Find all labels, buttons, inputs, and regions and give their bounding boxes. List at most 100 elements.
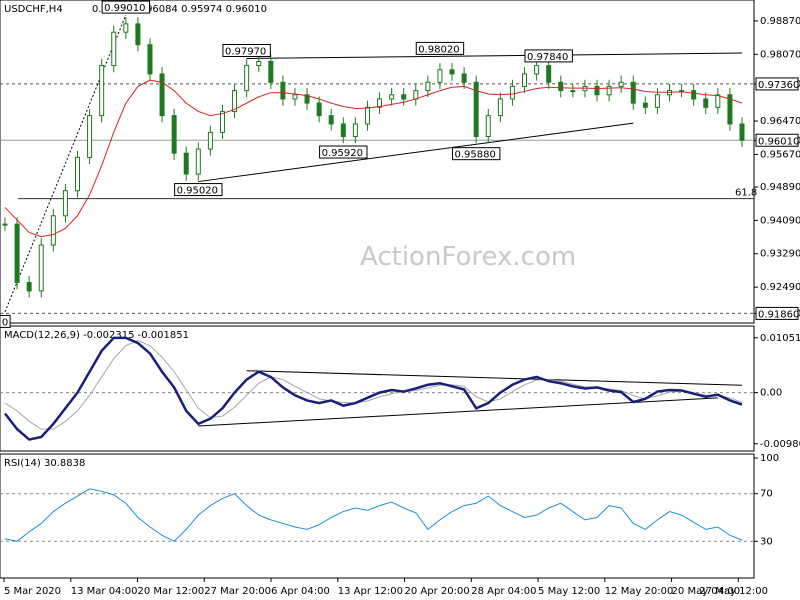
- x-tick-label: 20 May 04:00: [672, 586, 741, 597]
- price-candle-body: [715, 94, 721, 108]
- rsi-line: [4, 488, 743, 542]
- price-candle-body: [111, 31, 117, 67]
- price-candle-body: [570, 90, 576, 93]
- price-level-label: 0.91860: [758, 309, 799, 320]
- x-tick-label: 5 Mar 2020: [4, 586, 61, 597]
- rsi-panel-frame: [0, 453, 755, 579]
- price-y-tick-label: 0.96470: [760, 116, 800, 127]
- price-candle-body: [618, 81, 624, 87]
- price-annotation-label: 0.98020: [418, 44, 459, 55]
- price-candle-body: [691, 90, 697, 100]
- price-candle-body: [413, 90, 419, 100]
- price-level-label: 0.97360: [758, 80, 799, 91]
- price-candle-body: [26, 282, 32, 292]
- moving-average-line: [4, 79, 743, 238]
- price-candle-body: [38, 244, 44, 292]
- price-candle-body: [534, 65, 540, 75]
- price-annotation-label: 0.97840: [527, 52, 568, 63]
- price-candle-body: [437, 69, 443, 83]
- price-candle-body: [183, 152, 189, 175]
- x-tick-label: 20 Mar 12:00: [138, 586, 205, 597]
- price-candle-body: [364, 106, 370, 125]
- price-annotation-box: [415, 41, 465, 55]
- price-panel-title: USDCHF,H4: [4, 4, 63, 15]
- price-candle-body: [195, 148, 201, 175]
- x-tick-label: 6 Apr 04:00: [271, 586, 330, 597]
- x-tick-label: 27 Mar 20:00: [204, 586, 271, 597]
- price-candle-body: [316, 102, 322, 117]
- watermark: ActionForex.com: [360, 242, 576, 272]
- price-candle-body: [449, 69, 455, 75]
- price-level-box: [755, 77, 799, 91]
- price-annotation-label: 0.95880: [454, 150, 495, 161]
- x-tick-label: 13 Mar 04:00: [71, 586, 138, 597]
- price-candle-body: [425, 81, 431, 92]
- price-candle-body: [461, 73, 467, 83]
- price-candle-body: [14, 223, 20, 284]
- macd-y-tick-label: 0.010513: [760, 333, 800, 344]
- price-candle-body: [232, 90, 238, 112]
- price-candle-body: [727, 94, 733, 125]
- price-panel-frame: [0, 0, 755, 324]
- macd-y-tick-label: -0.009804: [760, 439, 800, 450]
- price-y-tick-label: 0.98870: [760, 16, 800, 27]
- price-candle-body: [171, 115, 177, 154]
- price-trendline: [198, 122, 634, 183]
- price-level-box: [755, 306, 799, 320]
- rsi-y-tick-label: 100: [760, 453, 779, 464]
- price-candle-body: [739, 123, 745, 141]
- price-trendline: [246, 52, 743, 59]
- fib-level-label: 61.8: [735, 188, 757, 199]
- price-candle-body: [2, 223, 8, 226]
- price-annotation-box: [319, 145, 368, 159]
- price-candle-body: [292, 94, 298, 100]
- rsi-panel-title: RSI(14) 30.8838: [4, 458, 85, 469]
- price-candle-body: [497, 98, 503, 117]
- macd-panel-title: MACD(12,26,9) -0.002315 -0.001851: [4, 330, 189, 341]
- price-annotation-box: [222, 43, 271, 57]
- x-tick-label: 20 Apr 20:00: [405, 586, 470, 597]
- macd-y-tick-label: 0.00: [760, 388, 782, 399]
- price-candle-body: [244, 65, 250, 92]
- price-y-tick-label: 0.94890: [760, 182, 800, 193]
- x-tick-label: 13 Apr 12:00: [338, 586, 403, 597]
- price-candle-body: [654, 94, 660, 108]
- rsi-y-tick-label: 70: [760, 489, 773, 500]
- price-y-tick-label: 0.93290: [760, 249, 800, 260]
- x-tick-label: 27 May 12:00: [699, 586, 768, 597]
- price-y-tick-label: 0.98070: [760, 49, 800, 60]
- price-annotation-box: [0, 314, 11, 328]
- price-candle-body: [558, 81, 564, 92]
- rsi-y-tick-label: 30: [760, 536, 773, 547]
- price-candle-body: [703, 98, 709, 108]
- macd-line: [4, 336, 743, 441]
- price-candle-body: [147, 44, 153, 75]
- price-candle-body: [207, 131, 213, 150]
- price-annotation-box: [524, 49, 573, 63]
- price-candle-body: [546, 65, 552, 83]
- macd-trendline: [246, 370, 743, 386]
- price-candle-body: [304, 94, 310, 104]
- price-candle-body: [522, 73, 528, 87]
- macd-trendline: [198, 397, 718, 427]
- price-candle-body: [328, 115, 334, 125]
- price-candle-body: [509, 85, 515, 100]
- price-candle-body: [389, 94, 395, 100]
- price-candle-body: [594, 85, 600, 96]
- price-candle-body: [256, 60, 262, 67]
- price-candle-body: [159, 73, 165, 117]
- price-candle-body: [135, 23, 141, 46]
- price-y-tick-label: 0.94090: [760, 215, 800, 226]
- price-annotation-box: [101, 0, 151, 14]
- price-candle-body: [268, 60, 274, 83]
- price-annotation-label: 0.97970: [225, 46, 266, 57]
- price-candle-body: [62, 190, 68, 217]
- macd-signal-line: [4, 339, 743, 430]
- price-candle-body: [642, 102, 648, 108]
- price-candle-body: [352, 123, 358, 138]
- price-annotation-label: 0.95020: [177, 186, 218, 197]
- price-candle-body: [74, 156, 80, 192]
- x-tick-label: 12 May 20:00: [605, 586, 674, 597]
